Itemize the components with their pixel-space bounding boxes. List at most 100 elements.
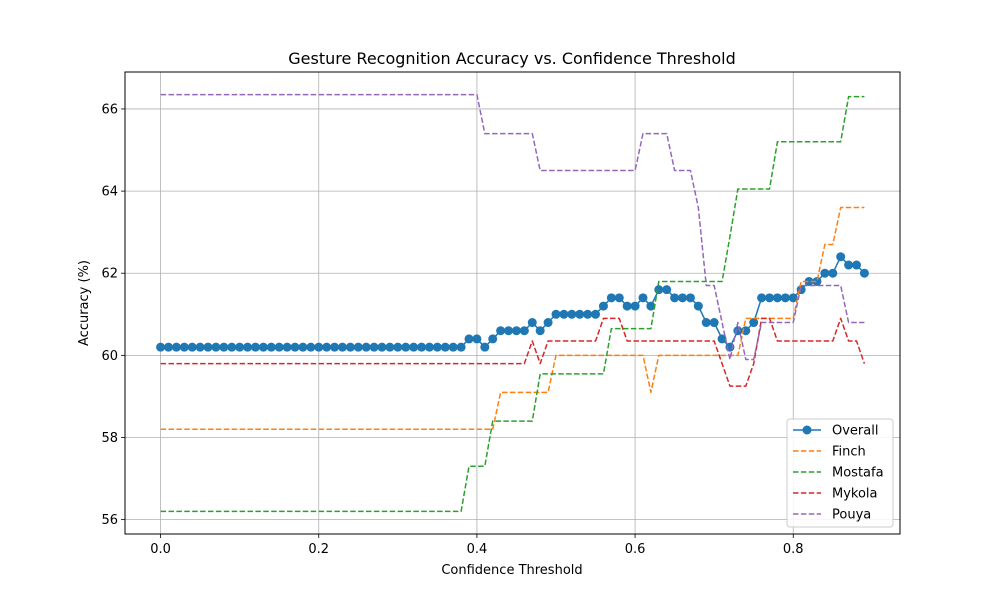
data-point-overall <box>630 301 640 311</box>
legend-item-finch: Finch <box>793 445 866 460</box>
data-point-overall <box>171 342 181 352</box>
x-tick-label: 0.2 <box>308 542 329 557</box>
data-point-overall <box>852 260 862 270</box>
data-point-overall <box>353 342 363 352</box>
data-point-overall <box>575 309 585 319</box>
data-point-overall <box>322 342 332 352</box>
data-point-overall <box>417 342 427 352</box>
x-tick-label: 0.8 <box>783 542 804 557</box>
legend-label-finch: Finch <box>832 445 866 460</box>
data-point-overall <box>243 342 253 352</box>
series-line-finch <box>160 206 865 431</box>
x-tick-label: 0.0 <box>150 542 171 557</box>
data-point-overall <box>749 318 759 328</box>
data-point-overall <box>757 293 767 303</box>
data-point-overall <box>788 293 798 303</box>
data-point-overall <box>693 301 703 311</box>
x-axis-label: Confidence Threshold <box>441 563 582 578</box>
data-point-overall <box>859 268 869 278</box>
data-point-overall <box>519 326 529 336</box>
data-point-overall <box>203 342 213 352</box>
data-point-overall <box>717 334 727 344</box>
y-tick-label: 60 <box>101 349 118 364</box>
data-point-overall <box>543 318 553 328</box>
axis-ticks: 0.0 0.2 0.4 0.6 0.8 56 58 60 62 64 66 <box>101 102 803 557</box>
data-point-overall <box>828 268 838 278</box>
data-point-overall <box>527 318 537 328</box>
series-pouya <box>160 93 865 361</box>
data-point-overall <box>685 293 695 303</box>
legend-label-mostafa: Mostafa <box>832 466 884 481</box>
y-tick-label: 64 <box>101 185 118 200</box>
data-point-overall <box>678 293 688 303</box>
data-point-overall <box>163 342 173 352</box>
data-point-overall <box>266 342 276 352</box>
data-point-overall <box>606 293 616 303</box>
data-point-overall <box>440 342 450 352</box>
legend: Overall Finch Mostafa Mykola Pouya <box>786 418 894 528</box>
data-point-overall <box>306 342 316 352</box>
data-point-overall <box>424 342 434 352</box>
series-line-pouya <box>160 93 865 361</box>
data-point-overall <box>511 326 521 336</box>
data-point-overall <box>567 309 577 319</box>
x-tick-label: 0.6 <box>625 542 646 557</box>
data-point-overall <box>504 326 514 336</box>
data-point-overall <box>701 318 711 328</box>
series-finch <box>160 206 865 431</box>
data-point-overall <box>298 342 308 352</box>
data-point-overall <box>646 301 656 311</box>
data-point-overall <box>765 293 775 303</box>
series-mostafa <box>160 95 865 513</box>
data-point-overall <box>772 293 782 303</box>
data-point-overall <box>638 293 648 303</box>
data-point-overall <box>409 342 419 352</box>
data-point-overall <box>472 334 482 344</box>
data-point-overall <box>179 342 189 352</box>
data-point-overall <box>551 309 561 319</box>
data-point-overall <box>401 342 411 352</box>
data-point-overall <box>235 342 245 352</box>
data-point-overall <box>598 301 608 311</box>
chart-title: Gesture Recognition Accuracy vs. Confide… <box>288 49 735 68</box>
data-point-overall <box>583 309 593 319</box>
data-point-overall <box>211 342 221 352</box>
legend-item-mostafa: Mostafa <box>793 466 884 481</box>
legend-item-mykola: Mykola <box>793 487 878 502</box>
y-axis-label: Accuracy (%) <box>77 260 92 346</box>
data-point-overall <box>274 342 284 352</box>
legend-label-mykola: Mykola <box>832 487 878 502</box>
series-mykola <box>160 317 866 387</box>
x-tick-label: 0.4 <box>467 542 488 557</box>
data-point-overall <box>780 293 790 303</box>
legend-item-pouya: Pouya <box>793 508 871 523</box>
series-line-mostafa <box>160 95 865 513</box>
legend-item-overall: Overall <box>793 424 878 439</box>
series-line-mykola <box>160 317 866 387</box>
data-point-overall <box>393 342 403 352</box>
y-tick-label: 58 <box>101 431 118 446</box>
data-point-overall <box>812 276 822 286</box>
data-point-overall <box>432 342 442 352</box>
data-point-overall <box>385 342 395 352</box>
data-point-overall <box>622 301 632 311</box>
data-point-overall <box>448 342 458 352</box>
data-point-overall <box>591 309 601 319</box>
data-point-overall <box>496 326 506 336</box>
legend-box <box>786 418 894 528</box>
data-point-overall <box>337 342 347 352</box>
data-point-overall <box>614 293 624 303</box>
data-point-overall <box>464 334 474 344</box>
data-point-overall <box>456 342 466 352</box>
data-point-overall <box>654 285 664 295</box>
data-point-overall <box>535 326 545 336</box>
data-point-overall <box>227 342 237 352</box>
legend-label-overall: Overall <box>832 424 878 439</box>
data-point-overall <box>219 342 229 352</box>
data-point-overall <box>844 260 854 270</box>
data-point-overall <box>480 342 490 352</box>
data-point-overall <box>187 342 197 352</box>
data-point-overall <box>377 342 387 352</box>
grid-lines <box>125 72 900 534</box>
